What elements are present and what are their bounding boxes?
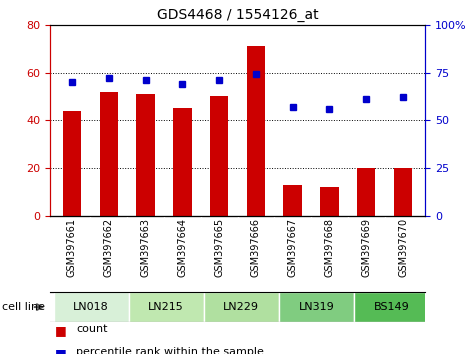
Bar [357, 168, 375, 216]
Bar [100, 92, 118, 216]
Text: percentile rank within the sample: percentile rank within the sample [76, 347, 264, 354]
Bar [63, 111, 81, 216]
Text: GSM397666: GSM397666 [251, 218, 261, 277]
Text: ■: ■ [55, 324, 66, 337]
Text: GSM397670: GSM397670 [398, 218, 408, 277]
Bar [173, 108, 191, 216]
Bar [210, 97, 228, 216]
Bar [247, 46, 265, 216]
Text: GSM397663: GSM397663 [141, 218, 151, 277]
Bar [320, 187, 339, 216]
Text: count: count [76, 324, 107, 334]
Text: GSM397664: GSM397664 [177, 218, 187, 277]
Bar [129, 292, 204, 322]
Bar [54, 292, 129, 322]
Bar [136, 94, 155, 216]
Bar [279, 292, 354, 322]
Text: GSM397665: GSM397665 [214, 218, 224, 277]
Text: GSM397667: GSM397667 [288, 218, 298, 277]
Text: GSM397662: GSM397662 [104, 218, 114, 277]
Text: ■: ■ [55, 347, 66, 354]
Text: LN215: LN215 [148, 302, 184, 312]
Text: LN319: LN319 [298, 302, 334, 312]
Text: GSM397661: GSM397661 [67, 218, 77, 277]
Text: cell line: cell line [2, 302, 46, 312]
Bar [354, 292, 429, 322]
Text: GSM397669: GSM397669 [361, 218, 371, 277]
Text: BS149: BS149 [373, 302, 409, 312]
Bar [394, 168, 412, 216]
Bar [284, 185, 302, 216]
Bar [204, 292, 279, 322]
Title: GDS4468 / 1554126_at: GDS4468 / 1554126_at [157, 8, 318, 22]
Text: LN229: LN229 [223, 302, 259, 312]
Text: LN018: LN018 [73, 302, 109, 312]
Text: GSM397668: GSM397668 [324, 218, 334, 277]
